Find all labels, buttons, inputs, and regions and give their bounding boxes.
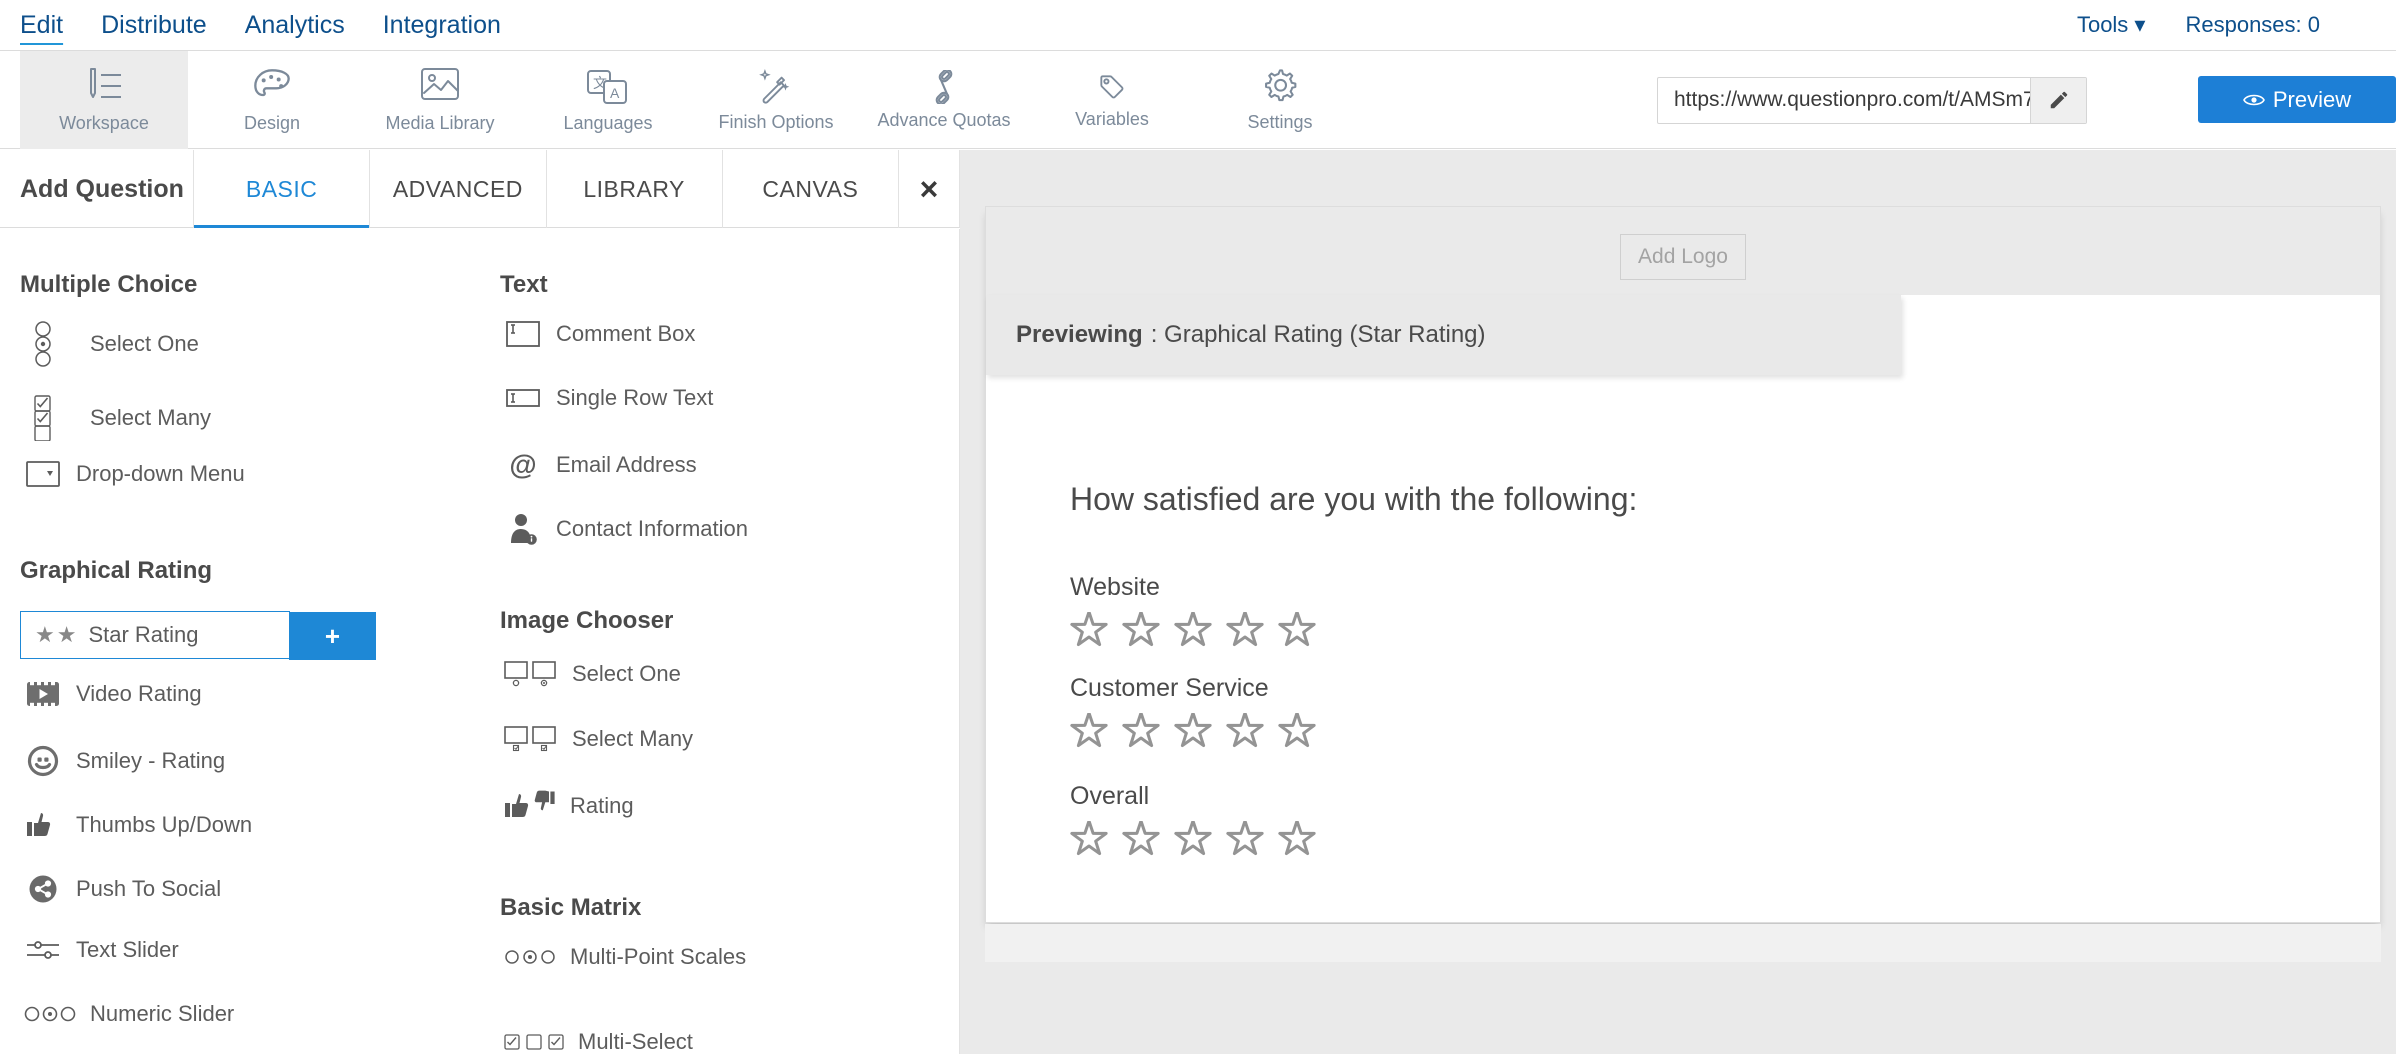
svg-text:A: A [610, 85, 620, 101]
